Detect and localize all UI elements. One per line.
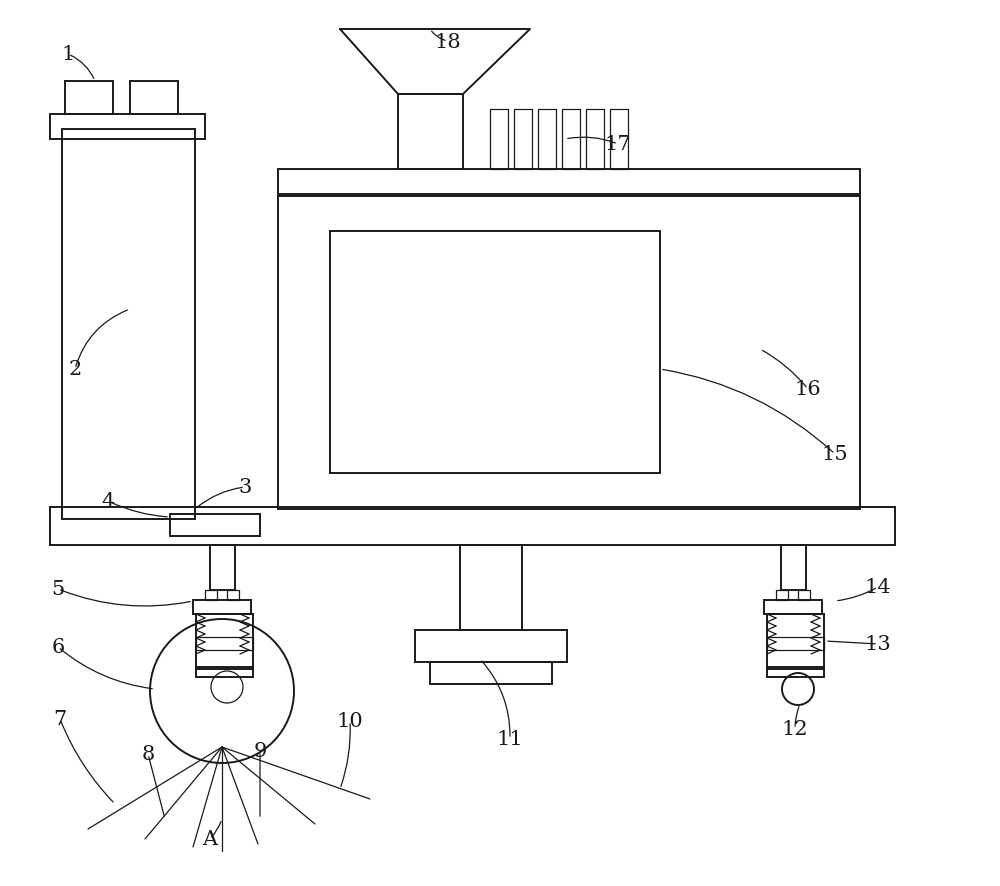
Bar bbox=[798, 590, 810, 601]
Bar bbox=[196, 667, 253, 677]
Text: 17: 17 bbox=[605, 136, 631, 154]
Text: 12: 12 bbox=[782, 719, 808, 739]
Bar bbox=[586, 110, 604, 170]
Bar bbox=[193, 601, 251, 614]
Bar bbox=[196, 614, 253, 669]
Bar bbox=[210, 546, 235, 590]
Bar bbox=[170, 515, 260, 536]
Bar bbox=[196, 637, 253, 650]
Text: 3: 3 bbox=[238, 478, 252, 497]
Text: 8: 8 bbox=[141, 744, 155, 764]
Bar bbox=[50, 115, 205, 140]
Bar bbox=[781, 546, 806, 590]
Bar bbox=[460, 546, 522, 630]
Text: 13: 13 bbox=[865, 634, 891, 654]
Text: 5: 5 bbox=[51, 579, 65, 599]
Text: 14: 14 bbox=[865, 578, 891, 597]
Bar bbox=[278, 195, 860, 509]
Bar bbox=[767, 637, 824, 650]
Bar bbox=[430, 662, 552, 684]
Bar bbox=[415, 630, 567, 662]
Text: 18: 18 bbox=[435, 33, 461, 51]
Bar bbox=[398, 95, 463, 170]
Text: 6: 6 bbox=[51, 638, 65, 657]
Bar bbox=[767, 667, 824, 677]
Text: 11: 11 bbox=[497, 730, 523, 749]
Text: 16: 16 bbox=[795, 380, 821, 399]
Bar bbox=[562, 110, 580, 170]
Bar bbox=[490, 110, 508, 170]
Text: 1: 1 bbox=[61, 45, 75, 65]
Text: 7: 7 bbox=[53, 710, 67, 728]
Bar bbox=[776, 590, 788, 601]
Text: 2: 2 bbox=[68, 360, 82, 379]
Text: 15: 15 bbox=[822, 445, 848, 464]
Bar bbox=[62, 130, 195, 519]
Text: A: A bbox=[202, 829, 218, 849]
Bar bbox=[130, 82, 178, 115]
Bar bbox=[538, 110, 556, 170]
Bar bbox=[767, 614, 824, 669]
Bar bbox=[205, 590, 217, 601]
Bar bbox=[330, 232, 660, 473]
Text: 10: 10 bbox=[337, 711, 363, 731]
Bar bbox=[278, 170, 860, 197]
Text: 9: 9 bbox=[253, 742, 267, 761]
Bar bbox=[764, 601, 822, 614]
Bar bbox=[65, 82, 113, 115]
Bar bbox=[610, 110, 628, 170]
Bar bbox=[514, 110, 532, 170]
Text: 4: 4 bbox=[101, 492, 115, 511]
Bar bbox=[227, 590, 239, 601]
Bar bbox=[50, 508, 895, 546]
